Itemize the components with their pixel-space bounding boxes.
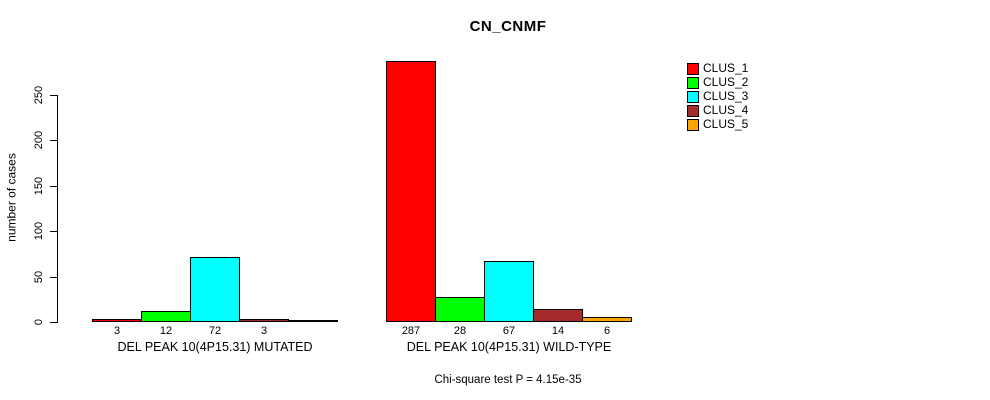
y-tick-mark [50, 186, 57, 187]
legend-label: CLUS_5 [703, 117, 749, 131]
x-group-label-mutated: DEL PEAK 10(4P15.31) MUTATED [117, 340, 313, 354]
y-tick-mark [50, 231, 57, 232]
legend-swatch-clus_1 [687, 63, 699, 75]
chi-square-annotation: Chi-square test P = 4.15e-35 [434, 374, 582, 386]
legend-swatch-clus_2 [687, 77, 699, 89]
bar-count-label: 287 [401, 325, 421, 337]
y-tick-label: 100 [33, 221, 45, 241]
y-tick-mark [50, 140, 57, 141]
bar-clus_5-zero [288, 320, 338, 322]
bar-clus_1 [92, 319, 142, 322]
bar-count-label: 28 [453, 325, 467, 337]
bar-count-label: 14 [551, 325, 565, 337]
legend-label: CLUS_2 [703, 75, 749, 89]
bar-count-label: 72 [208, 325, 222, 337]
bar-clus_4 [533, 309, 583, 322]
legend-swatch-clus_5 [687, 119, 699, 131]
y-tick-label: 250 [33, 85, 45, 105]
bar-clus_2 [435, 297, 485, 322]
bar-clus_3 [484, 261, 534, 322]
chart-title: CN_CNMF [469, 18, 547, 35]
bar-clus_4 [239, 319, 289, 322]
y-tick-mark [50, 95, 57, 96]
y-tick-mark [50, 277, 57, 278]
legend-label: CLUS_4 [703, 103, 749, 117]
bar-count-label: 12 [159, 325, 173, 337]
y-axis-label: number of cases [4, 153, 19, 242]
y-axis-line [57, 95, 58, 323]
bar-clus_2 [141, 311, 191, 322]
bar-clus_5 [582, 317, 632, 322]
bar-clus_3 [190, 257, 240, 322]
bar-count-label: 67 [502, 325, 516, 337]
legend-label: CLUS_1 [703, 61, 749, 75]
bar-count-label: 3 [113, 325, 121, 337]
bar-clus_1 [386, 61, 436, 322]
y-tick-label: 150 [33, 176, 45, 196]
legend-swatch-clus_3 [687, 91, 699, 103]
bar-count-label: 3 [260, 325, 268, 337]
y-tick-mark [50, 322, 57, 323]
legend-swatch-clus_4 [687, 105, 699, 117]
x-group-label-wild-type: DEL PEAK 10(4P15.31) WILD-TYPE [406, 340, 612, 354]
y-tick-label: 50 [33, 270, 45, 284]
legend-label: CLUS_3 [703, 89, 749, 103]
y-tick-label: 0 [33, 318, 45, 326]
bar-count-label: 6 [603, 325, 611, 337]
y-tick-label: 200 [33, 130, 45, 150]
